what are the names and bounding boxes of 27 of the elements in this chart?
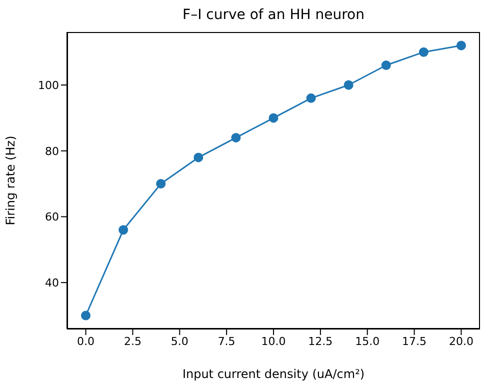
point	[118, 225, 128, 235]
point	[194, 152, 204, 162]
point	[81, 310, 91, 320]
point	[418, 47, 428, 57]
x-tick-label: 10.0	[261, 334, 286, 348]
point	[156, 179, 166, 189]
x-tick-label: 5.0	[170, 334, 188, 348]
y-axis-title: Firing rate (Hz)	[3, 136, 18, 226]
x-tick-label: 2.5	[124, 334, 142, 348]
point	[381, 60, 391, 70]
y-tick-label: 80	[45, 144, 59, 158]
y-tick-label: 60	[45, 210, 59, 224]
y-tick-label: 40	[45, 276, 59, 290]
x-tick-label: 7.5	[218, 334, 236, 348]
point	[344, 80, 354, 90]
x-tick-label: 0.0	[77, 334, 95, 348]
x-axis-title: Input current density (uA/cm²)	[182, 367, 365, 381]
point	[268, 113, 278, 123]
point	[306, 93, 316, 103]
y-tick-label: 100	[38, 78, 59, 92]
x-tick-label: 17.5	[402, 334, 427, 348]
point	[456, 40, 466, 50]
chart-title: F–I curve of an HH neuron	[182, 7, 366, 23]
x-tick-label: 12.5	[308, 334, 333, 348]
x-tick-label: 20.0	[448, 334, 474, 348]
x-tick-label: 15.0	[355, 334, 380, 348]
point	[231, 132, 241, 142]
